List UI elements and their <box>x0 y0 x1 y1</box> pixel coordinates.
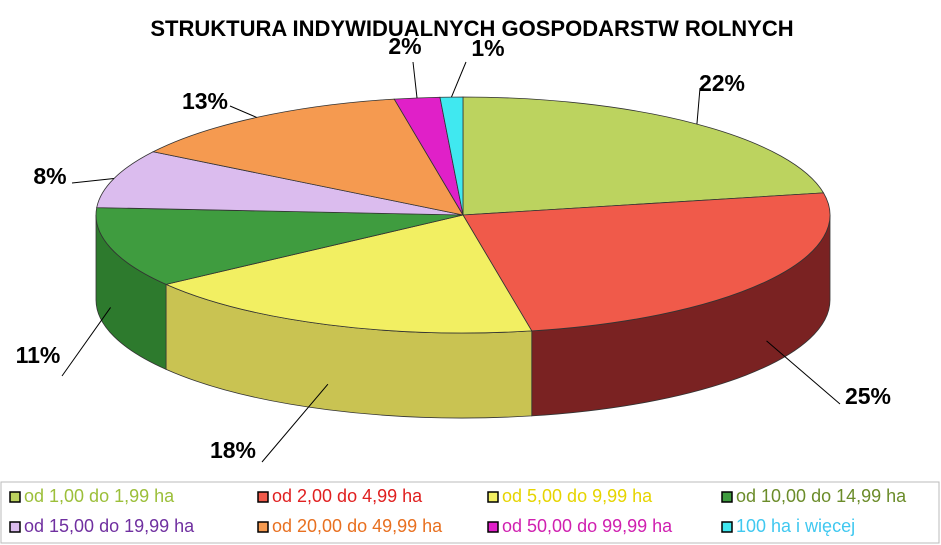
legend-marker <box>721 521 733 533</box>
legend-marker <box>9 491 21 503</box>
data-label: 8% <box>33 163 66 189</box>
legend-label: od 50,00 do 99,99 ha <box>502 516 673 536</box>
legend-marker <box>257 521 269 533</box>
legend-label: od 20,00 do 49,99 ha <box>272 516 443 536</box>
legend-marker <box>257 491 269 503</box>
legend-box <box>0 481 940 544</box>
leader-line <box>451 61 467 98</box>
legend-marker <box>487 521 499 533</box>
slice <box>462 192 831 332</box>
legend-label: od 10,00 do 14,99 ha <box>736 486 907 506</box>
slice <box>462 96 825 216</box>
legend-label: od 5,00 do 9,99 ha <box>502 486 653 506</box>
leader-line <box>61 307 111 377</box>
data-label: 13% <box>182 88 228 114</box>
chart-title: STRUKTURA INDYWIDUALNYCH GOSPODARSTW ROL… <box>150 16 793 41</box>
data-label: 2% <box>388 33 421 59</box>
leader-line <box>261 383 329 463</box>
legend-label: od 2,00 do 4,99 ha <box>272 486 423 506</box>
data-label: 11% <box>16 342 61 368</box>
slice <box>95 207 464 285</box>
leader-line <box>412 61 418 98</box>
data-label: 25% <box>845 383 891 409</box>
leader-line <box>766 340 841 405</box>
slice <box>164 214 533 334</box>
leader-line <box>696 87 701 125</box>
leader-line <box>71 178 115 184</box>
legend-label: od 1,00 do 1,99 ha <box>24 486 175 506</box>
legend-label: 100 ha i więcej <box>736 516 855 536</box>
legend-marker <box>721 491 733 503</box>
legend-marker <box>9 521 21 533</box>
leader-line <box>229 105 257 118</box>
slice <box>151 98 464 216</box>
data-label: 1% <box>471 35 504 61</box>
legend-label: od 15,00 do 19,99 ha <box>24 516 195 536</box>
data-label: 18% <box>210 437 256 463</box>
data-label: 22% <box>699 70 745 96</box>
legend-marker <box>487 491 499 503</box>
